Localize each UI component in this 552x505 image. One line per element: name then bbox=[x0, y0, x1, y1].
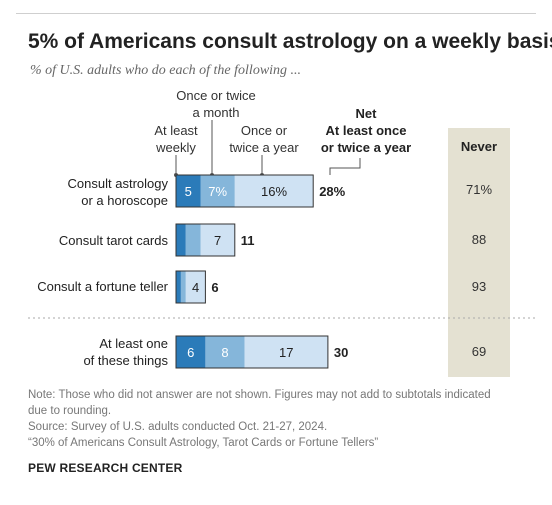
bar-tarot-series-2 bbox=[200, 224, 235, 256]
bar-outline-fortune-teller bbox=[175, 270, 206, 304]
data-label-tarot-series-2: 7 bbox=[214, 233, 221, 248]
net-label-any: 30 bbox=[334, 345, 348, 360]
data-label-any-series-2: 17 bbox=[279, 345, 293, 360]
header-yearly: Once or twice a year bbox=[229, 123, 299, 155]
never-value-fortune-teller: 93 bbox=[471, 279, 487, 294]
bar-outline-astrology bbox=[175, 174, 314, 208]
net-bracket bbox=[329, 158, 361, 175]
bar-any-series-2 bbox=[244, 336, 328, 368]
header-weekly: At least weekly bbox=[154, 123, 198, 155]
bar-fortune-teller-series-2 bbox=[185, 271, 206, 303]
data-label-any-series-0: 6 bbox=[187, 345, 194, 360]
net-label-tarot: 11 bbox=[241, 233, 255, 248]
report-title-line: “30% of Americans Consult Astrology, Tar… bbox=[28, 437, 379, 449]
data-label-astrology-series-1: 7% bbox=[208, 184, 227, 199]
category-label-astrology: Consult astrology or a horoscope bbox=[67, 176, 168, 208]
never-value-tarot: 88 bbox=[471, 232, 487, 247]
category-label-any: At least one of these things bbox=[83, 336, 168, 368]
bar-tarot-series-0 bbox=[176, 224, 186, 256]
chart-title: 5% of Americans consult astrology on a w… bbox=[28, 30, 552, 53]
bar-fortune-teller-series-0 bbox=[176, 271, 181, 303]
bar-astrology-series-0 bbox=[176, 175, 201, 207]
data-label-fortune-teller-series-2: 4 bbox=[192, 280, 199, 295]
bar-any-series-1 bbox=[205, 336, 245, 368]
note-line-2: due to rounding. bbox=[28, 405, 112, 417]
bar-outline-tarot bbox=[175, 223, 236, 257]
never-value-any: 69 bbox=[471, 344, 487, 359]
never-column-background bbox=[448, 128, 510, 377]
header-net: Net At least once or twice a year bbox=[320, 106, 412, 155]
bar-tarot-series-1 bbox=[185, 224, 201, 256]
never-value-astrology: 71% bbox=[465, 182, 493, 197]
bar-any-series-0 bbox=[176, 336, 206, 368]
bar-outline-any bbox=[175, 335, 329, 369]
brand-logo-text: PEW RESEARCH CENTER bbox=[28, 461, 183, 475]
note-line-1: Note: Those who did not answer are not s… bbox=[28, 389, 491, 401]
bar-astrology-series-2 bbox=[234, 175, 314, 207]
source-line: Source: Survey of U.S. adults conducted … bbox=[28, 421, 328, 433]
header-never: Never bbox=[460, 139, 498, 154]
bar-astrology-series-1 bbox=[200, 175, 235, 207]
category-label-tarot: Consult tarot cards bbox=[58, 233, 168, 248]
header-monthly: Once or twice a month bbox=[176, 88, 256, 120]
data-label-astrology-series-2: 16% bbox=[261, 184, 287, 199]
data-label-any-series-1: 8 bbox=[221, 345, 228, 360]
bar-fortune-teller-series-1 bbox=[180, 271, 186, 303]
top-rule bbox=[16, 13, 536, 14]
data-label-astrology-series-0: 5 bbox=[185, 184, 192, 199]
category-label-fortune-teller: Consult a fortune teller bbox=[37, 279, 168, 294]
net-label-fortune-teller: 6 bbox=[211, 280, 218, 295]
chart-subtitle: % of U.S. adults who do each of the foll… bbox=[30, 63, 302, 78]
net-label-astrology: 28% bbox=[319, 184, 345, 199]
